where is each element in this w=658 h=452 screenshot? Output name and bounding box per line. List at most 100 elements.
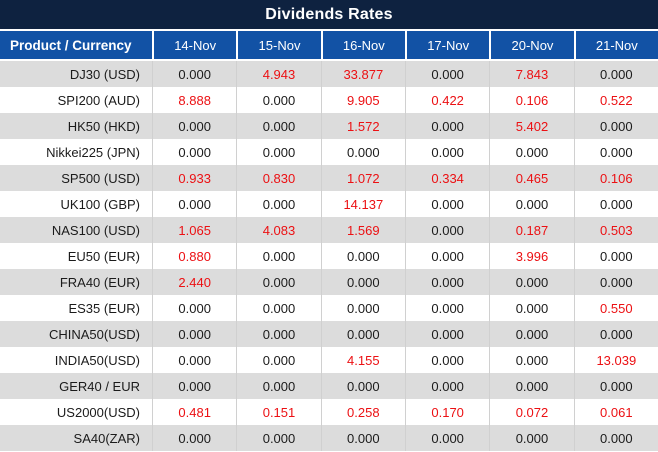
value-cell: 8.888 — [152, 87, 237, 113]
value-cell: 0.000 — [152, 347, 237, 373]
table-row: HK50 (HKD) 0.000 0.000 1.572 0.000 5.402 0.000 — [0, 113, 658, 139]
value-cell: 0.000 — [320, 243, 405, 269]
value-cell: 0.000 — [320, 269, 405, 295]
table-row: ES35 (EUR) 0.000 0.000 0.000 0.000 0.000 0.550 — [0, 295, 658, 321]
value-cell: 0.000 — [404, 295, 490, 321]
value-cell: 0.000 — [236, 243, 321, 269]
value-cell: 0.000 — [320, 373, 405, 399]
table-row: FRA40 (EUR) 2.440 0.000 0.000 0.000 0.000 0.00… — [0, 269, 658, 295]
value-cell: 0.830 — [236, 165, 321, 191]
value-cell: 1.072 — [320, 165, 405, 191]
value-cell: 0.000 — [152, 191, 237, 217]
product-cell: INDIA50(USD) — [0, 347, 152, 373]
value-cell: 0.000 — [152, 373, 237, 399]
table-row: NAS100 (USD) 1.065 4.083 1.569 0.000 0.187 0.5… — [0, 217, 658, 243]
value-cell: 0.000 — [236, 373, 321, 399]
value-cell: 0.000 — [404, 243, 490, 269]
value-cell: 3.996 — [489, 243, 574, 269]
product-cell: EU50 (EUR) — [0, 243, 152, 269]
value-cell: 0.000 — [404, 347, 490, 373]
value-cell: 0.000 — [404, 61, 490, 87]
value-cell: 0.000 — [152, 139, 237, 165]
product-cell: SP500 (USD) — [0, 165, 152, 191]
table-row: GER40 / EUR 0.000 0.000 0.000 0.000 0.000 0.00… — [0, 373, 658, 399]
value-cell: 0.000 — [320, 295, 405, 321]
column-header-product: Product / Currency — [0, 31, 152, 61]
column-header-date: 15-Nov — [236, 31, 321, 61]
product-cell: US2000(USD) — [0, 399, 152, 425]
value-cell: 0.000 — [236, 347, 321, 373]
value-cell: 0.000 — [152, 113, 237, 139]
value-cell: 0.000 — [236, 295, 321, 321]
value-cell: 0.933 — [152, 165, 237, 191]
table-row: DJ30 (USD) 0.000 4.943 33.877 0.000 7.843 0.00… — [0, 61, 658, 87]
value-cell: 0.072 — [489, 399, 574, 425]
value-cell: 0.000 — [489, 321, 574, 347]
value-cell: 0.000 — [404, 139, 490, 165]
value-cell: 0.000 — [489, 373, 574, 399]
column-header-date: 21-Nov — [573, 31, 658, 61]
table-row: EU50 (EUR) 0.880 0.000 0.000 0.000 3.996 0.000 — [0, 243, 658, 269]
value-cell: 0.503 — [573, 217, 658, 243]
product-cell: UK100 (GBP) — [0, 191, 152, 217]
product-cell: SPI200 (AUD) — [0, 87, 152, 113]
value-cell: 0.000 — [404, 269, 490, 295]
value-cell: 0.106 — [489, 87, 574, 113]
value-cell: 0.000 — [236, 425, 321, 451]
value-cell: 0.000 — [236, 113, 321, 139]
value-cell: 0.000 — [573, 373, 658, 399]
value-cell: 0.000 — [320, 425, 405, 451]
value-cell: 0.000 — [404, 321, 490, 347]
value-cell: 0.000 — [489, 295, 574, 321]
value-cell: 0.000 — [489, 269, 574, 295]
value-cell: 0.000 — [404, 113, 490, 139]
value-cell: 0.000 — [236, 139, 321, 165]
value-cell: 4.943 — [236, 61, 321, 87]
value-cell: 1.572 — [320, 113, 405, 139]
value-cell: 0.000 — [236, 87, 321, 113]
value-cell: 0.000 — [404, 425, 490, 451]
value-cell: 0.061 — [573, 399, 658, 425]
dividends-table: Product / Currency 14-Nov 15-Nov 16-Nov … — [0, 31, 658, 451]
value-cell: 1.569 — [320, 217, 405, 243]
table-row: SA40(ZAR) 0.000 0.000 0.000 0.000 0.000 0.000 — [0, 425, 658, 451]
table-row: INDIA50(USD) 0.000 0.000 4.155 0.000 0.000 13.… — [0, 347, 658, 373]
product-cell: HK50 (HKD) — [0, 113, 152, 139]
value-cell: 0.258 — [320, 399, 405, 425]
value-cell: 0.522 — [573, 87, 658, 113]
value-cell: 0.000 — [489, 139, 574, 165]
product-cell: NAS100 (USD) — [0, 217, 152, 243]
value-cell: 0.000 — [236, 191, 321, 217]
value-cell: 0.000 — [152, 321, 237, 347]
value-cell: 0.000 — [489, 191, 574, 217]
product-cell: Nikkei225 (JPN) — [0, 139, 152, 165]
value-cell: 0.000 — [573, 61, 658, 87]
table-row: UK100 (GBP) 0.000 0.000 14.137 0.000 0.000 0.0… — [0, 191, 658, 217]
column-header-date: 14-Nov — [152, 31, 237, 61]
product-cell: FRA40 (EUR) — [0, 269, 152, 295]
value-cell: 9.905 — [320, 87, 405, 113]
value-cell: 14.137 — [320, 191, 405, 217]
value-cell: 33.877 — [320, 61, 405, 87]
value-cell: 0.465 — [489, 165, 574, 191]
value-cell: 2.440 — [152, 269, 237, 295]
value-cell: 0.106 — [573, 165, 658, 191]
table-row: SPI200 (AUD) 8.888 0.000 9.905 0.422 0.106 0.5… — [0, 87, 658, 113]
value-cell: 5.402 — [489, 113, 574, 139]
value-cell: 13.039 — [573, 347, 658, 373]
value-cell: 0.000 — [573, 321, 658, 347]
value-cell: 0.000 — [404, 191, 490, 217]
column-header-date: 20-Nov — [489, 31, 574, 61]
table-row: Nikkei225 (JPN) 0.000 0.000 0.000 0.000 0.000… — [0, 139, 658, 165]
value-cell: 0.422 — [404, 87, 490, 113]
product-cell: SA40(ZAR) — [0, 425, 152, 451]
value-cell: 1.065 — [152, 217, 237, 243]
value-cell: 0.000 — [404, 217, 490, 243]
column-header-date: 17-Nov — [404, 31, 490, 61]
value-cell: 0.151 — [236, 399, 321, 425]
value-cell: 7.843 — [489, 61, 574, 87]
value-cell: 0.550 — [573, 295, 658, 321]
product-cell: GER40 / EUR — [0, 373, 152, 399]
product-cell: DJ30 (USD) — [0, 61, 152, 87]
